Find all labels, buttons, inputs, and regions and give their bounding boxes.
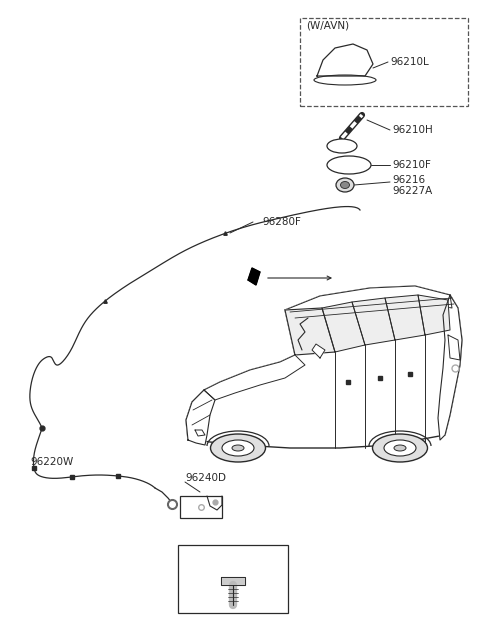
Polygon shape	[312, 344, 325, 358]
Polygon shape	[285, 286, 452, 320]
Bar	[178, 545, 288, 613]
Ellipse shape	[384, 440, 416, 456]
Polygon shape	[317, 44, 373, 76]
Bar	[300, 18, 468, 106]
Ellipse shape	[327, 156, 371, 174]
Text: 96216: 96216	[392, 175, 425, 185]
Polygon shape	[204, 355, 305, 400]
Ellipse shape	[340, 181, 349, 189]
Polygon shape	[385, 295, 425, 340]
Ellipse shape	[336, 178, 354, 192]
Text: 96240D: 96240D	[185, 473, 226, 483]
Ellipse shape	[232, 445, 244, 451]
Polygon shape	[438, 295, 462, 440]
Text: (W/AVN): (W/AVN)	[306, 21, 349, 31]
Ellipse shape	[394, 445, 406, 451]
Polygon shape	[221, 577, 245, 585]
Ellipse shape	[372, 434, 428, 462]
Polygon shape	[186, 286, 462, 448]
Text: 96220W: 96220W	[30, 457, 73, 467]
Text: 96280F: 96280F	[262, 217, 301, 227]
Ellipse shape	[327, 139, 357, 153]
Text: 96210L: 96210L	[390, 57, 429, 67]
Polygon shape	[352, 298, 395, 345]
Polygon shape	[285, 308, 335, 355]
Polygon shape	[322, 302, 365, 352]
Text: 96227A: 96227A	[392, 186, 432, 196]
Ellipse shape	[222, 440, 254, 456]
Ellipse shape	[314, 75, 376, 85]
Polygon shape	[186, 390, 215, 445]
Polygon shape	[248, 268, 260, 285]
Ellipse shape	[211, 434, 265, 462]
Polygon shape	[418, 295, 450, 335]
Text: 96210F: 96210F	[392, 160, 431, 170]
Text: 96210H: 96210H	[392, 125, 433, 135]
Text: 84777D: 84777D	[213, 552, 253, 562]
Bar	[180, 496, 222, 518]
